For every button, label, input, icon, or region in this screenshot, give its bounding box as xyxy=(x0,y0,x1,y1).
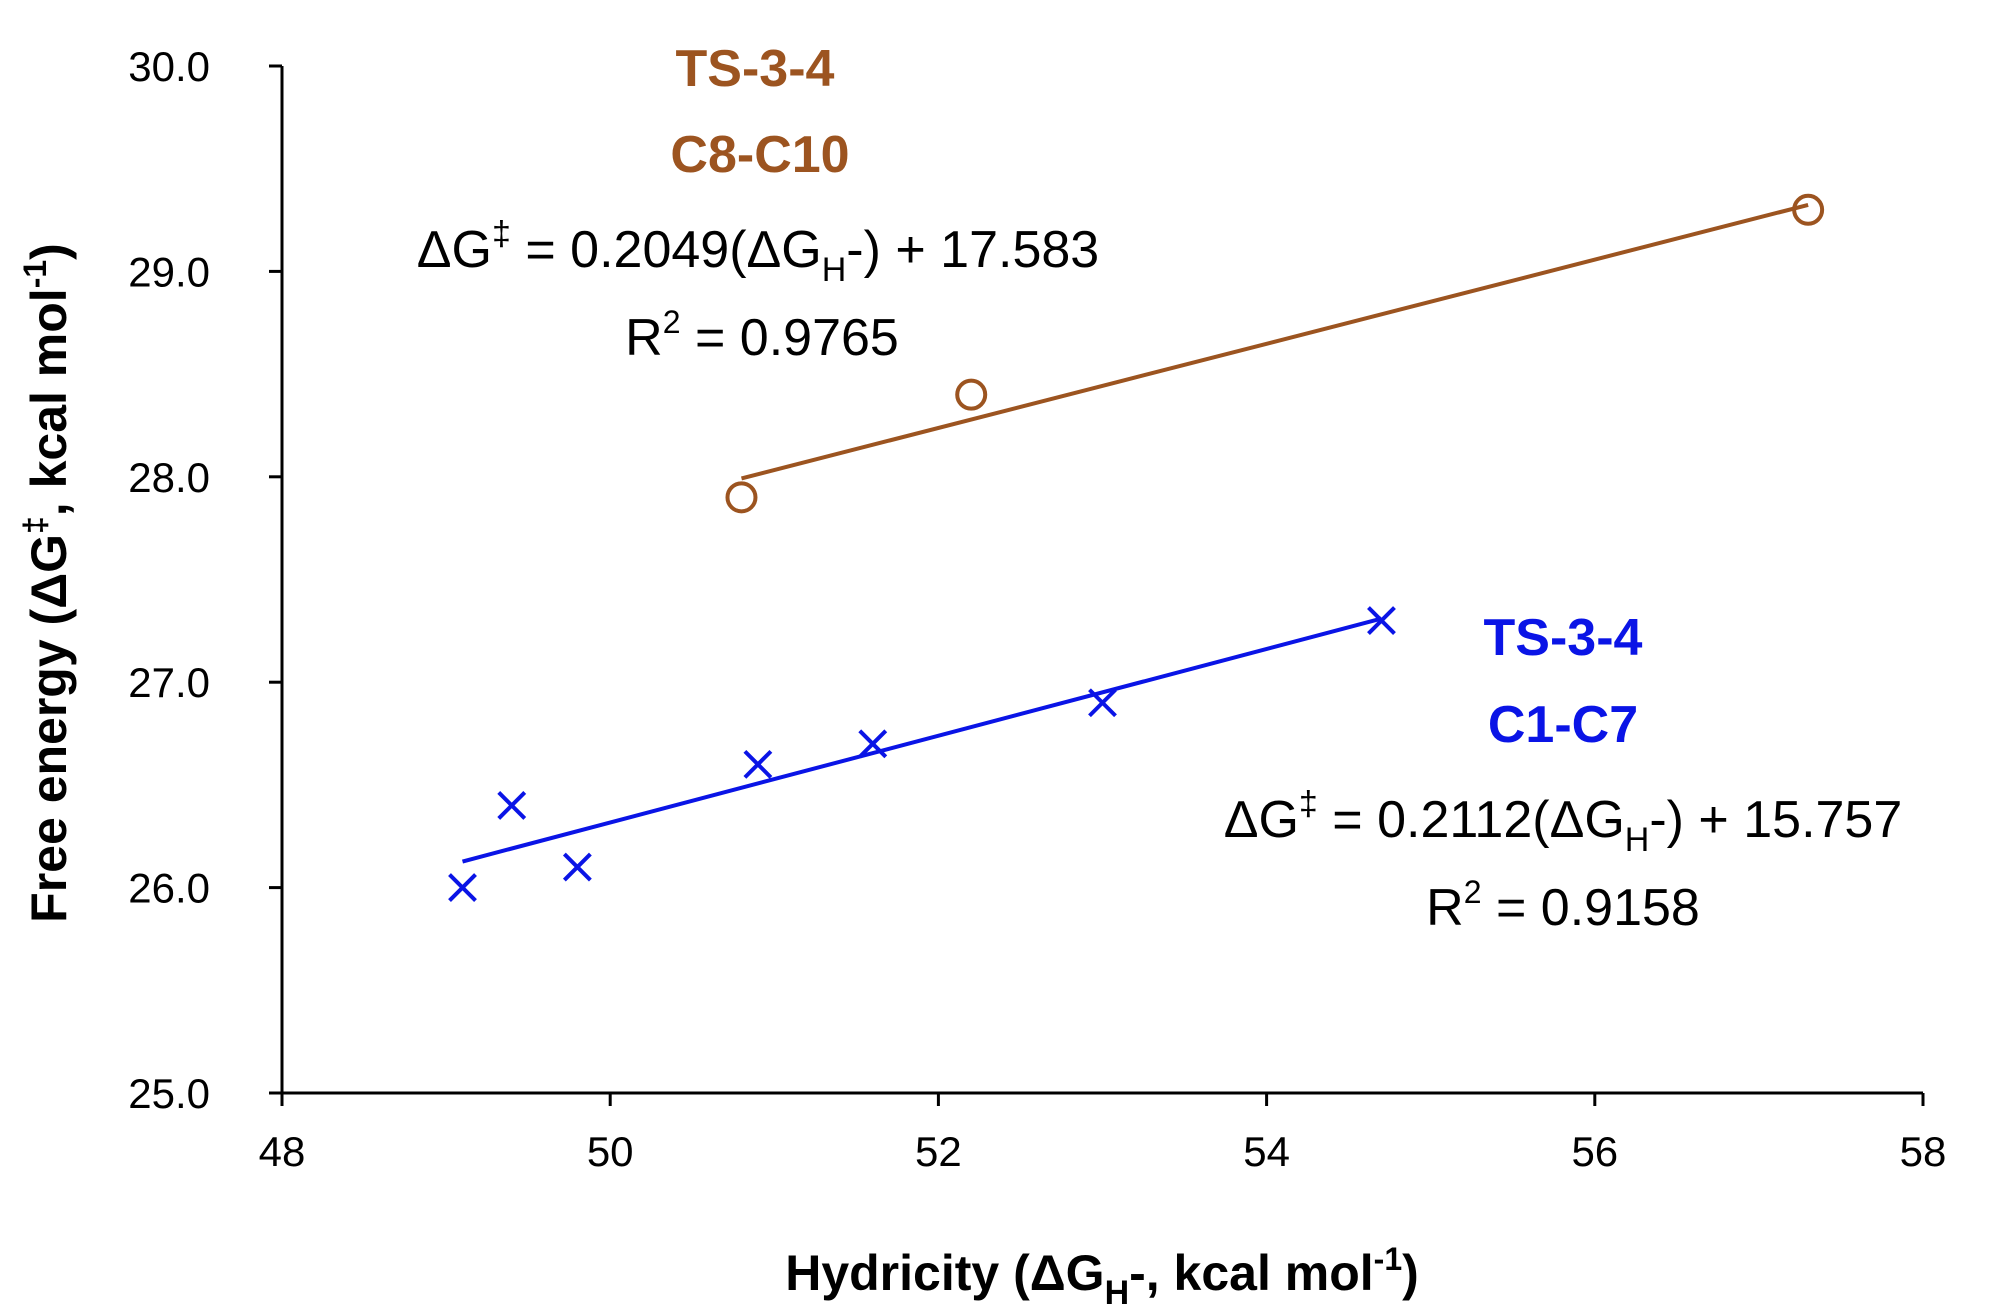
data-point-circle xyxy=(955,378,988,411)
tick-group: 48 50 52 54 56 58 25.0 26.0 27.0 28.0 29.0 30.0 xyxy=(128,43,1946,1175)
fit-lines xyxy=(461,202,1809,864)
x-tick-label: 52 xyxy=(915,1128,962,1175)
x-tick-label: 54 xyxy=(1243,1128,1290,1175)
series-1-eq-sub: H xyxy=(822,251,847,289)
data-markers xyxy=(448,193,1825,903)
data-point-circle xyxy=(1792,193,1825,226)
data-point-x xyxy=(562,852,592,882)
y-axis-title-mid: , kcal mol xyxy=(21,288,77,516)
series-2-label-line1: TS-3-4 xyxy=(1484,609,1643,667)
series-1-r2: R2 = 0.9765 xyxy=(625,304,899,367)
series-1-r2-lhs: R xyxy=(625,309,663,367)
series-1-eq-mid: = 0.2049(ΔG xyxy=(511,221,822,279)
series-1-r2-rhs: = 0.9765 xyxy=(681,309,899,367)
data-point-circle xyxy=(725,481,758,514)
data-point-x xyxy=(1088,688,1117,718)
series-2-r2-lhs: R xyxy=(1426,879,1464,937)
data-point-x xyxy=(858,729,888,759)
series-1-label-line2: C8-C10 xyxy=(670,126,849,184)
series-1-r2-sup: 2 xyxy=(663,304,681,340)
data-point-x xyxy=(1367,606,1396,635)
y-tick-label: 27.0 xyxy=(128,659,210,706)
series-2-label-line2: C1-C7 xyxy=(1488,696,1638,754)
x-tick-label: 50 xyxy=(587,1128,634,1175)
series-2-r2: R2 = 0.9158 xyxy=(1426,874,1700,937)
y-tick-label: 26.0 xyxy=(128,865,210,912)
series-2-eq-sub: H xyxy=(1625,821,1650,859)
x-tick-label: 56 xyxy=(1571,1128,1618,1175)
x-axis-title-main: Hydricity (ΔG xyxy=(785,1245,1104,1301)
fit-line-series-2 xyxy=(461,616,1382,864)
series-2-eq-rhs: -) + 15.757 xyxy=(1649,791,1902,849)
data-point-x xyxy=(497,791,527,820)
y-axis-title-main: Free energy (ΔG xyxy=(21,534,77,923)
y-tick-label: 25.0 xyxy=(128,1070,210,1117)
series-1-equation: ΔG‡ = 0.2049(ΔGH-) + 17.583 xyxy=(417,215,1099,289)
fit-line-series-1 xyxy=(740,202,1809,481)
series-2-r2-sup: 2 xyxy=(1464,874,1482,910)
x-axis-title: Hydricity (ΔGH-, kcal mol-1) xyxy=(785,1241,1419,1312)
y-axis-title-sup1: ‡ xyxy=(17,516,53,534)
y-axis-title-sup2: -1 xyxy=(17,260,53,288)
y-tick-label: 28.0 xyxy=(128,454,210,501)
data-point-x xyxy=(743,749,773,779)
x-axis-title-sup: -1 xyxy=(1374,1241,1402,1277)
series-1-label-line1: TS-3-4 xyxy=(676,40,835,98)
series-1-eq-rhs: -) + 17.583 xyxy=(846,221,1099,279)
series-1-eq-lhs: ΔG xyxy=(417,221,492,279)
y-axis-title: Free energy (ΔG‡, kcal mol-1) xyxy=(17,243,77,923)
series-2-r2-rhs: = 0.9158 xyxy=(1482,879,1700,937)
x-tick-label: 58 xyxy=(1900,1128,1947,1175)
y-tick-label: 30.0 xyxy=(128,43,210,90)
axes xyxy=(280,66,1923,1095)
x-axis-title-after-sub: -, kcal mol xyxy=(1129,1245,1374,1301)
series-2-eq-lhs: ΔG xyxy=(1224,791,1299,849)
x-axis-title-end: ) xyxy=(1402,1245,1419,1301)
series-2-eq-sup: ‡ xyxy=(1299,785,1318,823)
series-2-eq-mid: = 0.2112(ΔG xyxy=(1318,791,1625,849)
data-point-x xyxy=(448,873,477,903)
x-axis-title-sub: H xyxy=(1105,1274,1130,1312)
series-1-eq-sup: ‡ xyxy=(492,215,511,253)
x-tick-label: 48 xyxy=(259,1128,306,1175)
y-tick-label: 29.0 xyxy=(128,248,210,295)
y-axis-title-end: ) xyxy=(21,243,77,260)
series-2-equation: ΔG‡ = 0.2112(ΔGH-) + 15.757 xyxy=(1224,785,1903,859)
